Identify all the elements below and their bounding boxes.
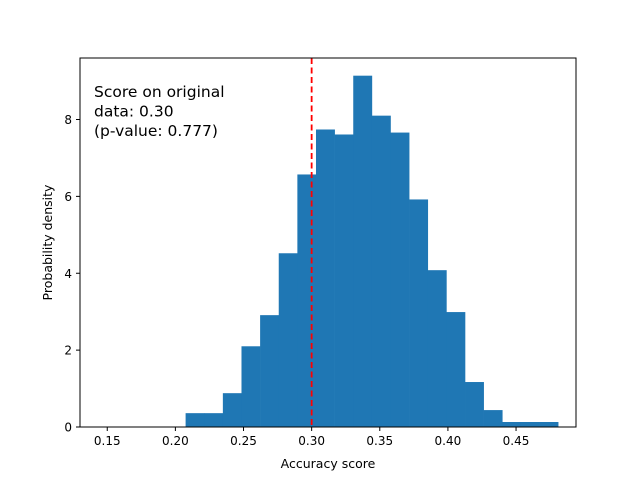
x-tick-label: 0.45 bbox=[503, 434, 530, 448]
histogram-bar bbox=[241, 346, 261, 427]
plot-frame bbox=[79, 57, 577, 428]
histogram-bar bbox=[483, 410, 503, 427]
annotation-line: data: 0.30 bbox=[94, 103, 174, 121]
histogram-bar bbox=[185, 413, 205, 427]
histogram-bar bbox=[334, 134, 354, 427]
y-tick-label: 0 bbox=[64, 421, 72, 435]
histogram-bar bbox=[465, 382, 484, 427]
x-tick-label: 0.35 bbox=[366, 434, 393, 448]
y-tick-label: 8 bbox=[64, 113, 72, 127]
x-tick-label: 0.30 bbox=[298, 434, 325, 448]
x-tick-label: 0.25 bbox=[230, 434, 257, 448]
histogram-bar bbox=[260, 315, 280, 427]
histogram-bar bbox=[315, 129, 335, 427]
histogram-bars bbox=[185, 75, 559, 428]
histogram-bar bbox=[278, 253, 298, 427]
annotation-line: Score on original bbox=[94, 83, 225, 101]
x-tick-label: 0.15 bbox=[94, 434, 121, 448]
y-tick-label: 4 bbox=[64, 267, 72, 281]
x-axis-label: Accuracy score bbox=[281, 456, 376, 471]
histogram-bar bbox=[446, 312, 466, 427]
y-axis-label: Probability density bbox=[40, 184, 55, 300]
histogram-bar bbox=[353, 75, 373, 428]
score-annotation: Score on original data: 0.30(p-value: 0.7… bbox=[94, 83, 225, 140]
histogram-bar bbox=[520, 422, 540, 427]
x-tick-label: 0.20 bbox=[162, 434, 189, 448]
histogram-bar bbox=[502, 422, 522, 427]
histogram-bar bbox=[371, 115, 391, 427]
histogram-bar bbox=[427, 270, 447, 427]
histogram-bar bbox=[409, 199, 429, 427]
histogram-bar bbox=[390, 132, 410, 427]
y-tick-label: 2 bbox=[64, 344, 72, 358]
x-axis-ticks: 0.15 0.20 0.25 0.30 0.35 0.40 0.45 bbox=[94, 427, 530, 448]
x-tick-label: 0.40 bbox=[435, 434, 462, 448]
annotation-line: (p-value: 0.777) bbox=[94, 122, 218, 140]
histogram-bar bbox=[204, 413, 224, 427]
histogram-bar bbox=[222, 393, 242, 427]
histogram-bar bbox=[539, 422, 559, 427]
y-tick-label: 6 bbox=[64, 190, 72, 204]
y-axis-ticks: 0 2 4 6 8 bbox=[64, 113, 80, 435]
histogram-bar bbox=[297, 174, 317, 427]
